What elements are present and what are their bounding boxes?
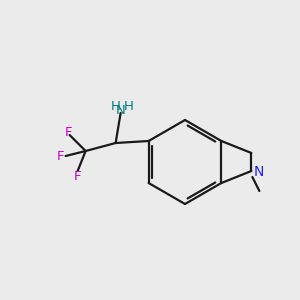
Text: F: F [57, 149, 64, 163]
Text: F: F [65, 125, 72, 139]
Text: H: H [111, 100, 121, 113]
Text: F: F [74, 169, 81, 182]
Text: H: H [124, 100, 134, 113]
Text: N: N [116, 104, 125, 118]
Text: N: N [254, 165, 264, 179]
